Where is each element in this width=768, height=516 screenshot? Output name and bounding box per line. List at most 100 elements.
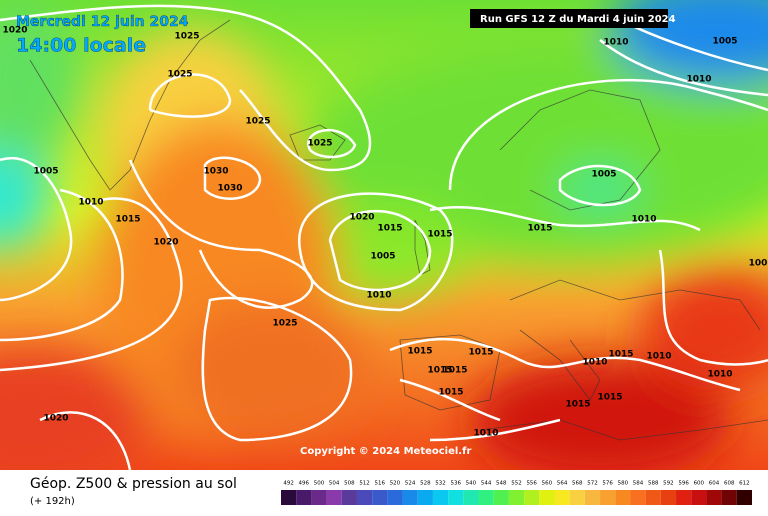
legend-swatch	[463, 490, 479, 505]
legend-swatch	[615, 490, 631, 505]
legend-swatch	[660, 490, 677, 505]
legend-swatch	[630, 490, 646, 505]
legend-label: 596	[678, 481, 689, 487]
legend-swatch	[356, 490, 373, 505]
legend-label: 500	[314, 481, 325, 487]
legend-label: 536	[450, 481, 461, 487]
isobar-label: 1015	[407, 347, 432, 357]
legend-swatch	[645, 490, 661, 505]
legend-label: 552	[511, 481, 522, 487]
legend-label: 612	[739, 481, 750, 487]
legend-label: 524	[405, 481, 416, 487]
legend-swatch	[402, 490, 418, 505]
isobar-label: 1015	[115, 215, 140, 225]
footer-title: Géop. Z500 & pression au sol	[30, 476, 237, 492]
legend-label: 556	[526, 481, 537, 487]
legend-label: 576	[602, 481, 613, 487]
isobar-label: 1010	[646, 352, 671, 362]
legend-label: 492	[283, 481, 294, 487]
legend-swatch	[554, 490, 570, 505]
isobar-label: 1015	[442, 366, 467, 376]
lead-time: (+ 192h)	[30, 496, 75, 507]
isobar-label: 1020	[153, 238, 178, 248]
isobar-label: 1030	[217, 184, 242, 194]
isobar-label: 1015	[438, 388, 463, 398]
legend-swatch	[478, 490, 494, 505]
legend-label: 540	[466, 481, 477, 487]
isobar-label: 1025	[167, 70, 192, 80]
legend-label: 564	[557, 481, 568, 487]
isobar-label: 1015	[427, 230, 452, 240]
legend-label: 584	[633, 481, 644, 487]
legend-label: 516	[375, 481, 386, 487]
isobar-label: 1005	[33, 167, 58, 177]
color-legend: 492 496 500 504 508 512 516 520 524 528 532 536 540 5…	[281, 481, 752, 505]
legend-label: 580	[618, 481, 629, 487]
isobar-label: 1030	[203, 167, 228, 177]
isobar-label: 1015	[527, 224, 552, 234]
isobar-label: 1005	[591, 170, 616, 180]
legend-label: 528	[420, 481, 431, 487]
legend-swatch	[432, 490, 449, 505]
valid-date: Mercredi 12 juin 2024	[16, 14, 189, 30]
isobar-label: 1015	[377, 224, 402, 234]
legend-swatch	[600, 490, 616, 505]
isobar-label: 1015	[468, 348, 493, 358]
legend-label: 548	[496, 481, 507, 487]
isobar-label: 1015	[597, 393, 622, 403]
legend-swatch	[341, 490, 357, 505]
legend-label: 604	[709, 481, 720, 487]
isobar-label: 1010	[78, 198, 103, 208]
run-box	[470, 9, 668, 28]
legend-label: 496	[299, 481, 310, 487]
legend-swatch	[539, 490, 555, 505]
isobar-label: 1015	[608, 350, 633, 360]
isobar-label: 1010	[686, 75, 711, 85]
legend-label: 588	[648, 481, 659, 487]
isobar-label: 1010	[603, 38, 628, 48]
isobar-label: 1010	[366, 291, 391, 301]
legend-label: 608	[724, 481, 735, 487]
run-info: Run GFS 12 Z du Mardi 4 juin 2024	[480, 14, 676, 25]
isobar-label: 1025	[245, 117, 270, 127]
legend-swatch	[387, 490, 403, 505]
isobar-label: 1015	[565, 400, 590, 410]
legend-swatch	[524, 490, 540, 505]
legend-label: 532	[435, 481, 446, 487]
isobar-label: 1010	[707, 370, 732, 380]
legend-swatch	[508, 490, 525, 505]
local-time: 14:00 locale	[16, 35, 146, 57]
isobar-label: 1015	[427, 366, 452, 376]
isobar-label: 1020	[2, 26, 27, 36]
legend-swatch	[691, 490, 707, 505]
legend-label: 560	[542, 481, 553, 487]
legend-swatch	[493, 490, 509, 505]
legend-label: 520	[390, 481, 401, 487]
isobar-label: 1020	[349, 213, 374, 223]
legend-swatch	[326, 490, 342, 505]
legend-label: 512	[359, 481, 370, 487]
legend-swatch	[448, 490, 464, 505]
legend-swatch	[721, 490, 737, 505]
legend-label: 600	[694, 481, 705, 487]
legend-label: 508	[344, 481, 355, 487]
legend-label: 572	[587, 481, 598, 487]
legend-swatch	[417, 490, 433, 505]
legend-swatch	[372, 490, 388, 505]
isobar-label: 1005	[370, 252, 395, 262]
legend-swatch	[584, 490, 601, 505]
legend-swatch	[736, 490, 752, 505]
legend-swatch	[706, 490, 722, 505]
legend-swatch	[311, 490, 327, 505]
isobar-label: 1005	[712, 37, 737, 47]
isobar-label: 1020	[43, 414, 68, 424]
isobar-label: 1010	[582, 358, 607, 368]
legend-swatch	[296, 490, 312, 505]
copyright: Copyright © 2024 Meteociel.fr	[300, 446, 471, 457]
isobar-label: 1010	[473, 429, 498, 439]
legend-label: 568	[572, 481, 583, 487]
legend-swatch	[676, 490, 692, 505]
isobar-label: 100	[749, 259, 768, 269]
isobar-label: 1010	[631, 215, 656, 225]
